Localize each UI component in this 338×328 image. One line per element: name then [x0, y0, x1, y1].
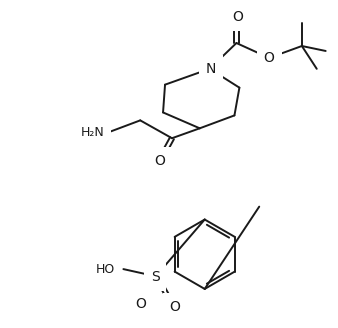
Text: O: O — [264, 51, 274, 65]
Text: O: O — [155, 154, 166, 168]
Text: H₂N: H₂N — [81, 126, 104, 139]
Text: O: O — [135, 297, 146, 311]
Text: O: O — [232, 10, 243, 24]
Text: S: S — [151, 270, 160, 284]
Text: N: N — [206, 62, 216, 76]
Text: O: O — [170, 300, 180, 314]
Text: HO: HO — [96, 263, 116, 276]
